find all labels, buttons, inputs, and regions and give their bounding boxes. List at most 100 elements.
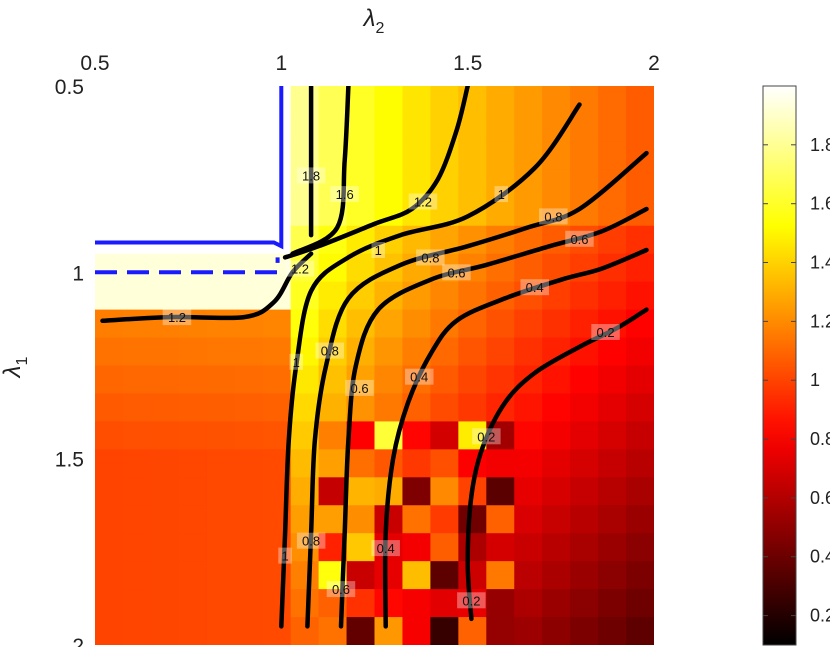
y-tick-label: 0.5 bbox=[55, 76, 84, 99]
heatmap-cell bbox=[150, 589, 180, 618]
heatmap-cell bbox=[262, 337, 292, 367]
contour-label-bg bbox=[285, 260, 315, 277]
heatmap-cell bbox=[178, 449, 208, 478]
heatmap-cell bbox=[626, 337, 654, 367]
heatmap-cell bbox=[346, 617, 376, 645]
heatmap-cell bbox=[262, 197, 292, 227]
heatmap-cell bbox=[95, 617, 124, 645]
heatmap-cell bbox=[402, 505, 431, 534]
heatmap-cell bbox=[206, 589, 236, 618]
heatmap-cell bbox=[234, 141, 264, 171]
contour-label: 0.6 bbox=[570, 232, 588, 247]
heatmap-cell bbox=[178, 365, 208, 395]
contour-line bbox=[279, 102, 582, 629]
heatmap-cell bbox=[430, 505, 459, 534]
heatmap-cell bbox=[626, 477, 654, 506]
heatmap-cell bbox=[346, 477, 376, 506]
heatmap-cell bbox=[346, 449, 376, 478]
colorbar-tick-label: 1 bbox=[810, 370, 820, 390]
heatmap-cell bbox=[122, 86, 152, 115]
contour-label-bg bbox=[416, 249, 445, 266]
heatmap-cell bbox=[626, 449, 654, 478]
heatmap-cell bbox=[122, 589, 152, 618]
contour-label-bg bbox=[315, 342, 344, 359]
heatmap-cell bbox=[262, 561, 292, 590]
contour-lines bbox=[100, 86, 649, 629]
heatmap-cell bbox=[626, 533, 654, 562]
heatmap-cell bbox=[318, 505, 348, 534]
colorbar-tick-label: 0.2 bbox=[810, 606, 830, 626]
heatmap-cell bbox=[150, 617, 180, 645]
heatmap-cell bbox=[486, 365, 515, 395]
heatmap-cell bbox=[598, 477, 627, 506]
heatmap-cell bbox=[290, 169, 320, 199]
contour-label-bg bbox=[539, 208, 568, 225]
contour-label-bg bbox=[457, 592, 486, 609]
heatmap-cell bbox=[206, 225, 236, 255]
heatmap-cell bbox=[542, 365, 571, 395]
heatmap-cell bbox=[178, 561, 208, 590]
colorbar-tick-label: 0.8 bbox=[810, 429, 830, 449]
contour-label: 1.2 bbox=[291, 262, 309, 277]
heatmap-cell bbox=[598, 337, 627, 367]
heatmap-cell bbox=[542, 169, 571, 199]
heatmap-cell bbox=[206, 141, 236, 171]
heatmap-cell bbox=[234, 533, 264, 562]
heatmap-cell bbox=[206, 561, 236, 590]
heatmap-cell bbox=[542, 309, 571, 339]
heatmap-cell bbox=[234, 337, 264, 367]
heatmap-cell bbox=[95, 197, 124, 227]
heatmap-cell bbox=[430, 449, 459, 478]
heatmap-cell bbox=[206, 197, 236, 227]
heatmap-cell bbox=[150, 561, 180, 590]
x-axis-label: λ2 bbox=[362, 5, 385, 37]
heatmap-cell bbox=[570, 477, 599, 506]
heatmap-cell bbox=[95, 505, 124, 534]
heatmap-cell bbox=[542, 617, 571, 645]
heatmap-cell bbox=[346, 86, 376, 115]
heatmap-cell bbox=[150, 169, 180, 199]
heatmap-cell bbox=[234, 477, 264, 506]
heatmap-cell bbox=[626, 421, 654, 450]
heatmap-cell bbox=[458, 337, 487, 367]
contour-label: 1 bbox=[375, 243, 382, 258]
y-tick-label: 2 bbox=[72, 635, 84, 647]
heatmap-cell bbox=[122, 477, 152, 506]
heatmap-cell bbox=[318, 113, 348, 143]
heatmap-cell bbox=[486, 589, 515, 618]
heatmap-cell bbox=[486, 561, 515, 590]
heatmap-cell bbox=[542, 505, 571, 534]
heatmap-cell bbox=[150, 309, 180, 339]
contour-label: 0.4 bbox=[410, 370, 428, 385]
heatmap-cell bbox=[318, 421, 348, 450]
heatmap-cell bbox=[122, 421, 152, 450]
heatmap-cell bbox=[150, 505, 180, 534]
heatmap-cell bbox=[570, 393, 599, 422]
heatmap-cell bbox=[206, 617, 236, 645]
heatmap-cell bbox=[570, 421, 599, 450]
heatmap-cell bbox=[542, 533, 571, 562]
x-tick-label: 2 bbox=[648, 52, 660, 75]
heatmap-cell bbox=[430, 477, 459, 506]
heatmap-cell bbox=[430, 365, 459, 395]
contour-label: 0.6 bbox=[332, 582, 350, 597]
contour-label-bg bbox=[591, 324, 620, 340]
heatmap-cell bbox=[178, 477, 208, 506]
heatmap-cell bbox=[374, 309, 404, 339]
heatmap-cell bbox=[150, 533, 180, 562]
heatmap-cell bbox=[178, 589, 208, 618]
heatmap-cell bbox=[486, 505, 515, 534]
heatmap-cell bbox=[514, 589, 543, 618]
heatmap-cell bbox=[206, 393, 236, 422]
heatmap-cell bbox=[150, 225, 180, 255]
heatmap-cell bbox=[514, 337, 543, 367]
heatmap-cell bbox=[486, 533, 515, 562]
heatmap-cell bbox=[458, 113, 487, 143]
y-tick-label: 1.5 bbox=[55, 449, 84, 472]
heatmap-cell bbox=[374, 365, 404, 395]
heatmap-cell bbox=[374, 617, 404, 645]
heatmap-cell bbox=[206, 169, 236, 199]
heatmap-cell bbox=[374, 561, 404, 590]
heatmap-cell bbox=[290, 141, 320, 171]
